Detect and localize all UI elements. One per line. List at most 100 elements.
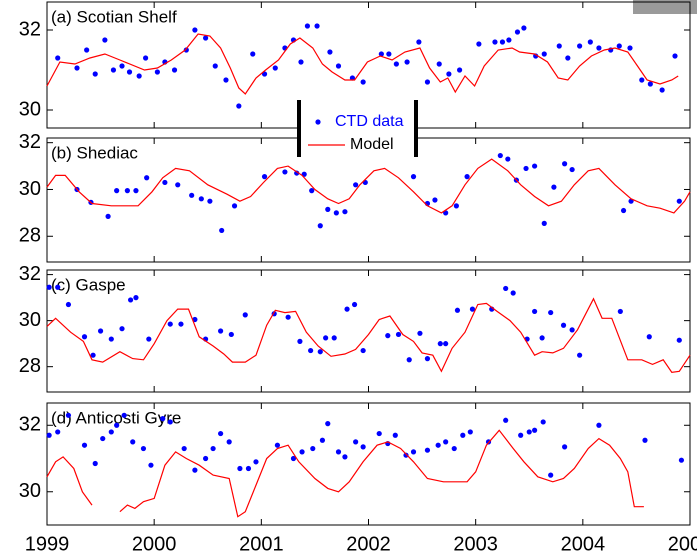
data-point [678, 457, 685, 463]
data-point [351, 301, 358, 308]
data-point [672, 53, 678, 59]
model-line [46, 158, 691, 214]
data-point [360, 347, 366, 354]
data-point [335, 449, 342, 455]
data-point [126, 69, 133, 75]
data-point [210, 445, 216, 452]
data-point [532, 308, 538, 315]
data-point [317, 349, 323, 355]
data-point [108, 336, 114, 342]
data-point [360, 79, 366, 85]
data-point [140, 445, 147, 452]
data-point [84, 47, 90, 53]
panel-title: (d) Anticosti Gyre [51, 408, 181, 427]
x-tick-label: 2002 [346, 533, 391, 555]
data-point [167, 321, 173, 327]
data-point [569, 327, 575, 333]
data-point [353, 182, 359, 188]
data-point [218, 430, 224, 437]
data-point [676, 198, 682, 204]
data-point [160, 416, 166, 422]
data-point [393, 61, 399, 67]
data-point [417, 330, 423, 336]
data-point [146, 336, 152, 342]
panel-title: (c) Gaspe [51, 275, 126, 294]
y-tick-label: 28 [19, 355, 41, 377]
data-point [299, 449, 305, 455]
data-point [499, 39, 506, 45]
data-point [74, 65, 80, 71]
data-point [297, 338, 303, 344]
data-point [406, 357, 412, 363]
data-point [344, 306, 350, 312]
data-point [492, 39, 498, 45]
data-point [314, 23, 320, 29]
data-point [65, 301, 72, 308]
data-point [142, 55, 149, 61]
data-point [127, 297, 134, 303]
data-point [46, 432, 52, 438]
data-point [325, 421, 331, 427]
data-point [310, 445, 316, 452]
panel: 28 30 32 (c) Gaspe [19, 263, 691, 393]
data-point [342, 454, 348, 460]
panel-title: (b) Shediac [51, 143, 138, 162]
data-point [114, 422, 120, 428]
data-point [304, 23, 311, 29]
data-point [560, 322, 567, 328]
data-point [416, 39, 422, 45]
data-point [639, 77, 645, 83]
data-point [325, 206, 331, 212]
data-point [335, 63, 342, 69]
data-point [410, 174, 417, 180]
data-point [551, 184, 557, 190]
data-point [133, 295, 139, 301]
data-point [577, 352, 583, 358]
data-point [148, 462, 154, 468]
data-point [250, 51, 256, 57]
data-point [192, 27, 198, 33]
data-point [331, 335, 337, 341]
model-line [46, 297, 691, 374]
data-point [436, 61, 442, 67]
data-point [133, 188, 139, 194]
data-point [353, 439, 359, 445]
data-point [526, 429, 532, 435]
data-point [192, 467, 198, 473]
data-point [108, 429, 114, 435]
data-point [627, 45, 633, 51]
data-point [518, 432, 524, 438]
data-point [237, 465, 243, 472]
data-point [105, 213, 111, 219]
data-point [130, 439, 136, 445]
data-point [171, 67, 178, 73]
data-point [282, 169, 288, 175]
data-point [119, 326, 125, 332]
y-tick-label: 30 [19, 480, 41, 502]
data-point [548, 309, 554, 316]
data-point [616, 43, 622, 49]
panel: 28 30 32 (b) Shediac [19, 131, 691, 263]
data-point [577, 43, 583, 49]
data-point [659, 87, 665, 93]
data-point [460, 432, 466, 438]
data-point [386, 51, 392, 57]
data-point [114, 188, 120, 194]
x-tick-label: 2000 [132, 533, 177, 555]
y-tick-label: 30 [19, 98, 41, 120]
data-point [437, 341, 443, 347]
data-point [136, 73, 142, 79]
data-point [533, 53, 539, 59]
data-point [102, 37, 108, 43]
data-point [272, 65, 278, 71]
data-point [392, 432, 398, 438]
data-point [432, 197, 438, 203]
data-point [308, 347, 314, 354]
data-point [55, 429, 61, 435]
data-point [92, 71, 98, 77]
data-point [261, 174, 268, 180]
data-point [92, 460, 98, 467]
data-point [298, 59, 304, 65]
data-point [253, 459, 259, 465]
